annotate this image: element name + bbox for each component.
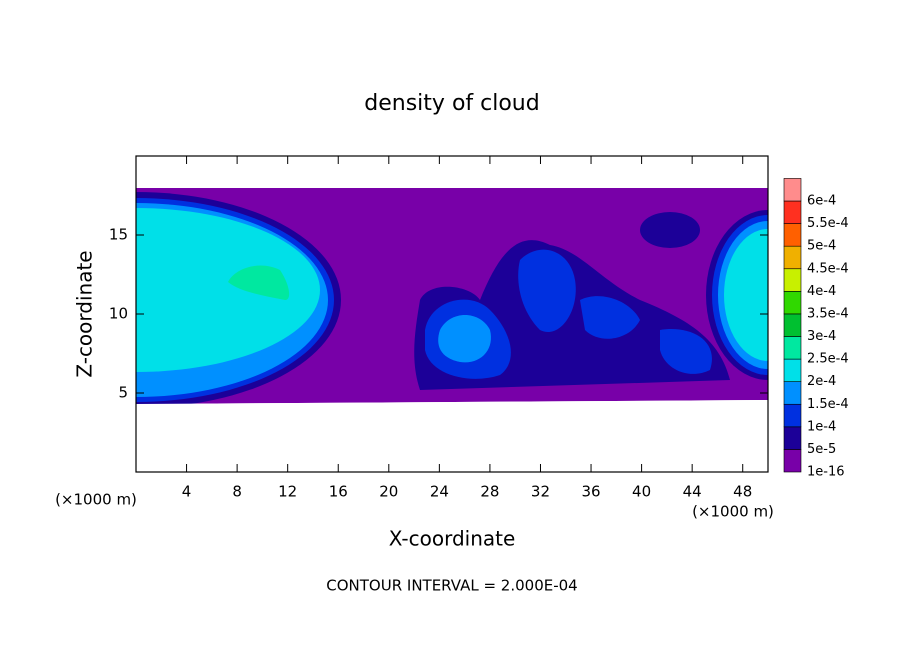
colorbar-label: 5e-4 [807, 239, 836, 254]
contour-fill [724, 229, 768, 361]
colorbar-label: 5e-5 [807, 442, 836, 457]
contour-fill [136, 208, 320, 372]
x-tick-label: 24 [430, 483, 449, 501]
x-tick-label: 20 [379, 483, 398, 501]
colorbar-swatch [783, 403, 802, 428]
colorbar-swatch [783, 245, 802, 270]
colorbar-label: 2e-4 [807, 374, 836, 389]
colorbar-label: 5.5e-4 [807, 216, 849, 231]
contour-fill [420, 228, 472, 269]
colorbar-swatch [783, 291, 802, 315]
contour-fill [438, 315, 491, 363]
x-tick-label: 16 [329, 483, 348, 501]
x-tick-label: 44 [683, 483, 702, 501]
contour-fill [640, 212, 700, 248]
y-tick-label: 5 [118, 384, 128, 402]
x-tick-label: 12 [278, 483, 297, 501]
colorbar-label: 4.5e-4 [807, 261, 849, 276]
colorbar-label: 6e-4 [807, 194, 836, 209]
colorbar-swatch [783, 223, 802, 247]
colorbar-label: 3e-4 [807, 329, 836, 344]
y-axis-label: Z-coordinate [73, 250, 97, 377]
colorbar-label: 1.5e-4 [807, 397, 849, 412]
y-unit-label: (×1000 m) [55, 491, 137, 509]
colorbar-swatch [783, 268, 802, 292]
x-axis-label: X-coordinate [389, 527, 516, 551]
colorbar-swatch [783, 358, 802, 382]
x-tick-label: 32 [531, 483, 550, 501]
colorbar-label: 3.5e-4 [807, 306, 849, 321]
x-tick-label: 4 [182, 483, 192, 501]
colorbar-label: 1e-4 [807, 419, 836, 434]
field [136, 156, 768, 472]
contour-fill [518, 249, 576, 332]
y-tick-label: 15 [109, 226, 128, 244]
colorbar-swatch [783, 200, 802, 224]
no-data [136, 156, 768, 472]
x-tick-label: 40 [632, 483, 651, 501]
x-tick-label: 8 [232, 483, 242, 501]
colorbar-swatch [783, 336, 802, 360]
colorbar-swatch [783, 178, 802, 202]
colorbar-swatch [783, 449, 802, 473]
colorbar-swatch [783, 426, 802, 450]
colorbar-label: 4e-4 [807, 284, 836, 299]
colorbar-label: 1e-16 [807, 465, 845, 480]
colorbar-swatch [783, 381, 802, 405]
footnote: CONTOUR INTERVAL = 2.000E-04 [326, 577, 577, 595]
contour-fill [580, 296, 712, 374]
y-tick-label: 10 [109, 305, 128, 323]
x-unit-label: (×1000 m) [692, 503, 774, 521]
x-tick-label: 36 [581, 483, 600, 501]
chart-title: density of cloud [364, 91, 539, 116]
colorbar-label: 2.5e-4 [807, 352, 849, 367]
x-tick-label: 28 [480, 483, 499, 501]
x-tick-label: 48 [733, 483, 752, 501]
contour-fill [228, 265, 290, 300]
colorbar-swatch [783, 313, 802, 337]
